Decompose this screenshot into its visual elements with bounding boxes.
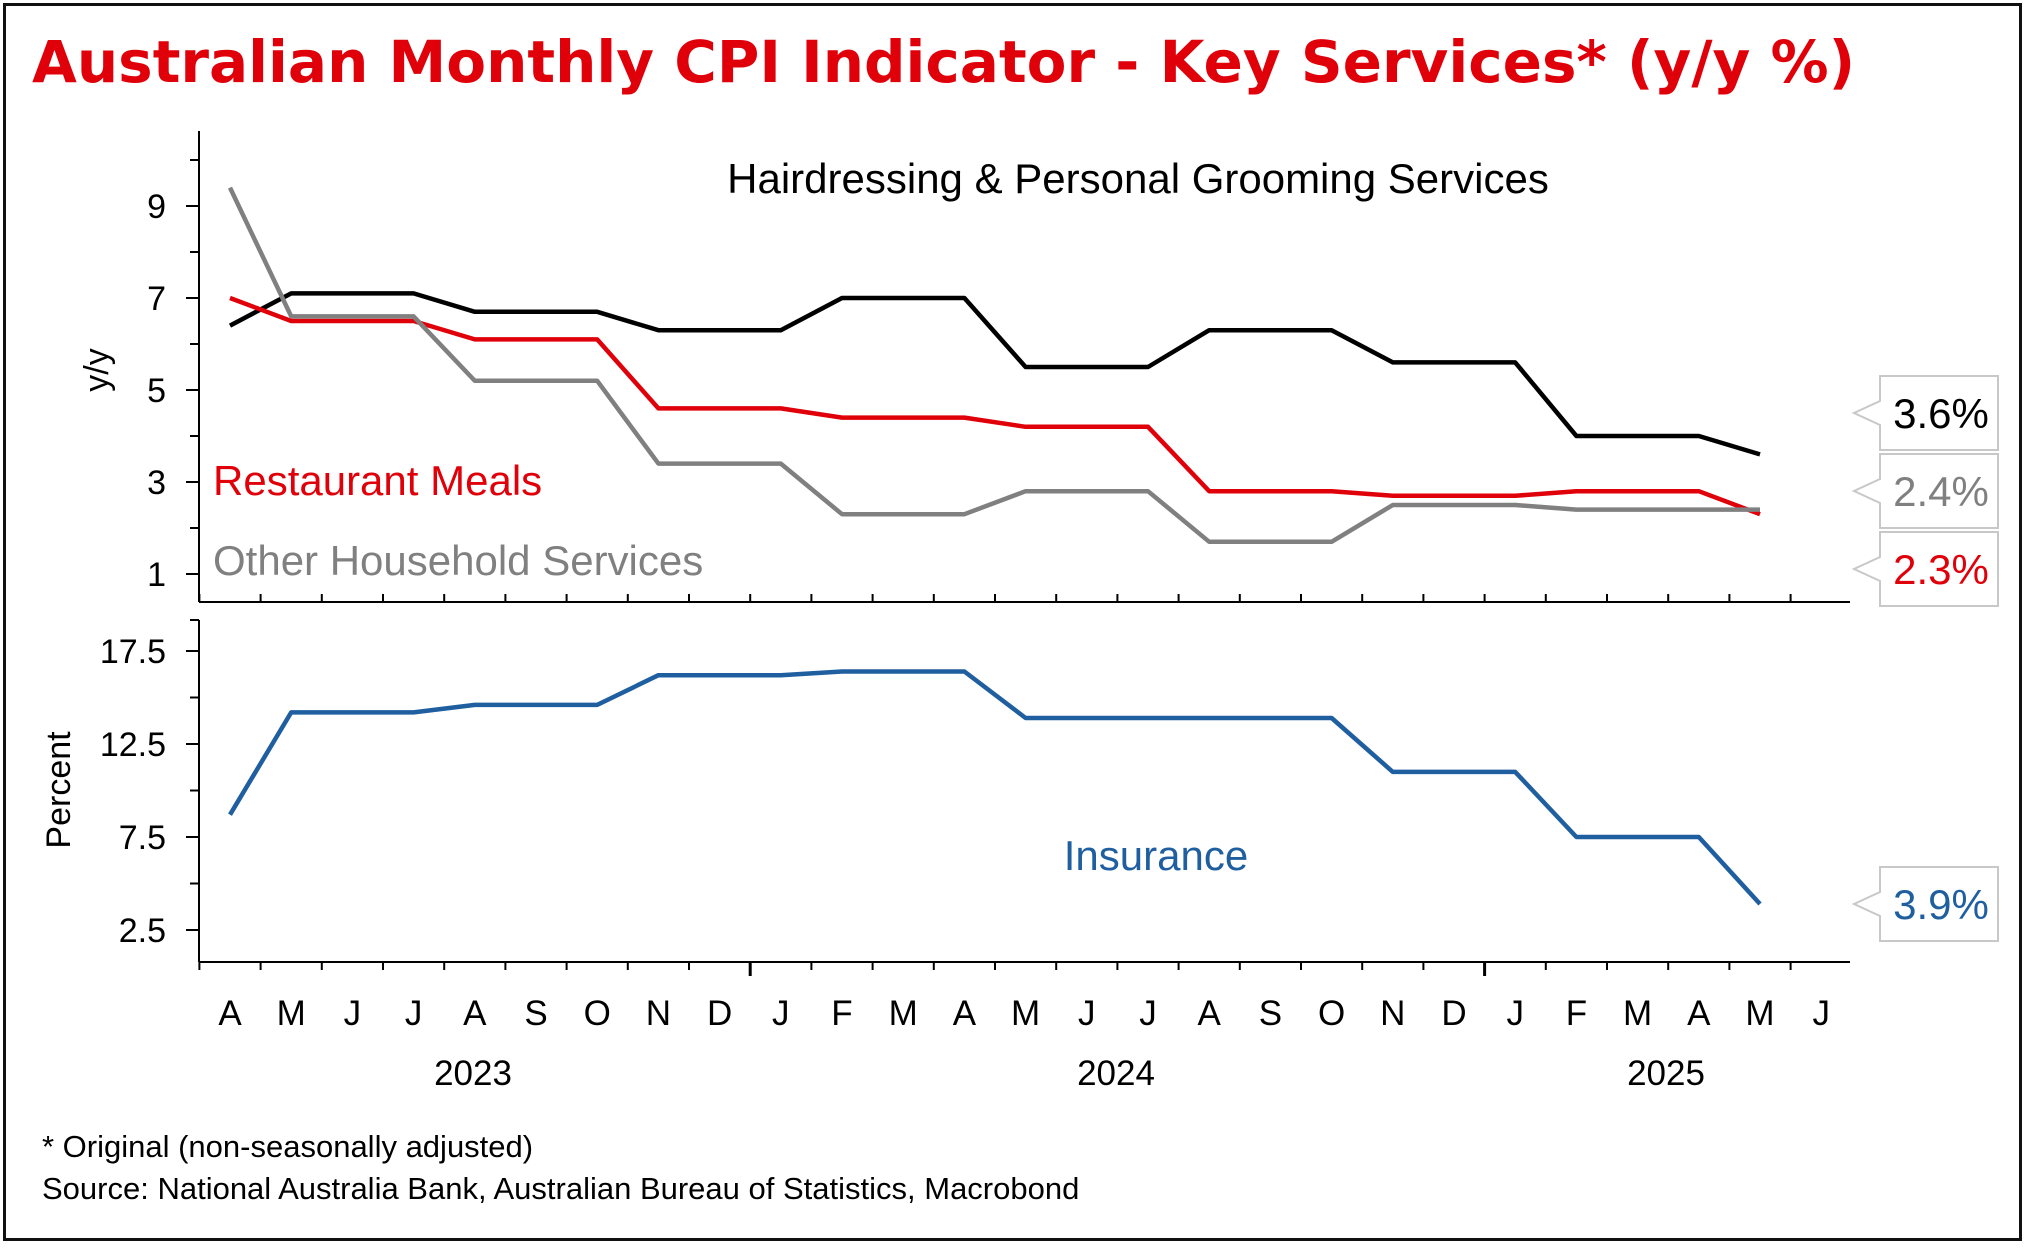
- series-line: [228, 291, 1761, 457]
- x-month-label: M: [1623, 994, 1652, 1033]
- y-tick-label: 3: [147, 464, 166, 502]
- y-tick-label: 17.5: [100, 633, 166, 671]
- x-month-label: A: [1198, 994, 1222, 1033]
- x-month-label: O: [1318, 994, 1345, 1033]
- x-month-label: J: [1078, 994, 1096, 1033]
- footnote: * Original (non-seasonally adjusted): [42, 1129, 533, 1164]
- bottom-panel-axes: [198, 620, 1850, 963]
- x-month-label: J: [1812, 994, 1830, 1033]
- series-label-hairdressing: Hairdressing & Personal Grooming Service…: [727, 155, 1549, 202]
- series-line: [227, 186, 1760, 545]
- x-month-label: J: [772, 994, 790, 1033]
- series-label-other: Other Household Services: [213, 537, 703, 584]
- end-value-callout: [1851, 866, 1999, 942]
- x-month-label: J: [405, 994, 423, 1033]
- top-panel-axes: [198, 131, 1850, 603]
- x-month-label: D: [707, 994, 732, 1033]
- x-month-label: N: [1380, 994, 1405, 1033]
- y-tick-label: 5: [147, 372, 166, 410]
- x-month-label: J: [344, 994, 362, 1033]
- y-tick-label: 2.5: [119, 912, 166, 950]
- x-month-label: F: [831, 994, 852, 1033]
- y-tick-label: 12.5: [100, 726, 166, 764]
- x-year-label: 2025: [1627, 1054, 1705, 1093]
- x-month-label: M: [1745, 994, 1774, 1033]
- x-month-label: J: [1506, 994, 1524, 1033]
- x-month-label: O: [584, 994, 611, 1033]
- series-label-restaurant: Restaurant Meals: [213, 457, 542, 504]
- end-value-label: 2.3%: [1893, 546, 1989, 593]
- y-tick-label: 1: [147, 556, 166, 594]
- end-value-label: 3.9%: [1893, 881, 1989, 928]
- y-tick-label: 7.5: [119, 819, 166, 857]
- x-month-label: J: [1139, 994, 1157, 1033]
- x-month-label: F: [1566, 994, 1587, 1033]
- end-value-label: 2.4%: [1893, 468, 1989, 515]
- y-tick-label: 7: [147, 280, 166, 318]
- x-month-label: M: [1011, 994, 1040, 1033]
- end-value-label: 3.6%: [1893, 390, 1989, 437]
- series-line: [228, 669, 1762, 906]
- x-month-label: N: [646, 994, 671, 1033]
- x-month-label: S: [1259, 994, 1282, 1033]
- x-month-label: S: [524, 994, 547, 1033]
- x-month-label: D: [1441, 994, 1466, 1033]
- chart-title: Australian Monthly CPI Indicator - Key S…: [32, 28, 1855, 96]
- chart-frame: [3, 3, 2022, 1241]
- end-value-callout: [1851, 453, 1999, 529]
- x-month-label: A: [463, 994, 487, 1033]
- end-value-callout: [1851, 375, 1999, 451]
- bottom-y-axis-label: Percent: [40, 731, 78, 849]
- series-line: [229, 295, 1761, 517]
- x-year-label: 2023: [434, 1054, 512, 1093]
- x-year-label: 2024: [1077, 1054, 1155, 1093]
- x-month-label: M: [889, 994, 918, 1033]
- x-month-label: A: [953, 994, 977, 1033]
- x-month-label: A: [218, 994, 242, 1033]
- x-month-label: A: [1687, 994, 1711, 1033]
- x-month-label: M: [277, 994, 306, 1033]
- end-value-callout: [1851, 531, 1999, 607]
- source-note: Source: National Australia Bank, Austral…: [42, 1171, 1079, 1206]
- top-y-axis-label: y/y: [78, 348, 116, 391]
- y-tick-label: 9: [147, 188, 166, 226]
- series-label-insurance: Insurance: [1064, 832, 1248, 879]
